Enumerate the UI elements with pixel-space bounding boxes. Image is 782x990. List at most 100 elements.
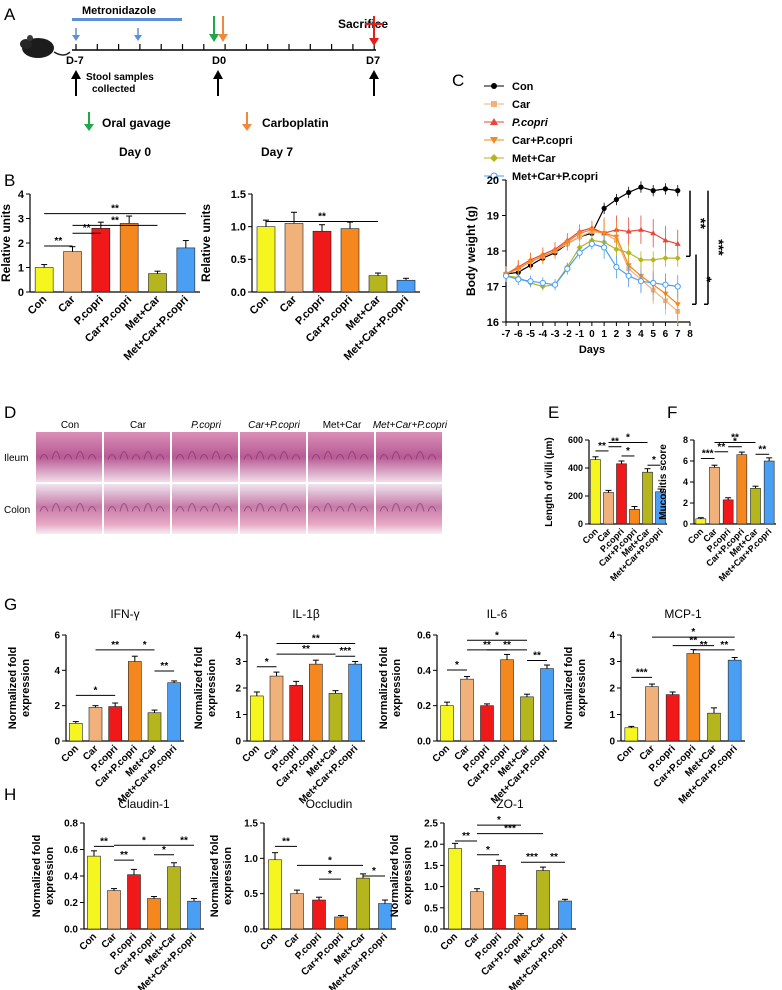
y-axis-label-line: Normalized fold (7, 647, 19, 730)
y-tick-label: 1.0 (244, 854, 258, 865)
histology-image (104, 484, 170, 534)
y-tick-label: 0 (683, 519, 688, 529)
y-tick-label: 4 (54, 666, 60, 677)
series-point (502, 272, 510, 279)
bar-0 (590, 459, 601, 525)
significance-mark: * (497, 815, 501, 826)
histology-texture (143, 503, 153, 512)
y-tick-label: 3 (235, 657, 241, 668)
svg-text:Car+P.copri: Car+P.copri (512, 135, 573, 147)
significance-mark: *** (504, 824, 516, 835)
histology-column-label: Met+Car+P.copri (373, 420, 448, 431)
y-tick-label: 4 (609, 631, 615, 642)
significance-mark: ** (717, 442, 725, 453)
histology-texture (323, 503, 333, 512)
chart-title: Claudin-1 (118, 797, 170, 811)
histology-image (376, 484, 442, 534)
sacrifice-label: Sacrifice (338, 17, 388, 31)
bar-4 (368, 275, 388, 293)
y-tick-label: 0.0 (424, 925, 438, 936)
legend-carboplatin-arrow-icon (242, 112, 252, 131)
histology-texture (311, 454, 321, 460)
significance-mark: ** (503, 640, 511, 651)
bar-0 (440, 705, 454, 742)
x-tick-label: 2 (614, 329, 620, 340)
significance-mark: * (328, 855, 332, 866)
histology-texture (311, 506, 321, 512)
x-tick-label: 3 (626, 329, 632, 340)
histology-texture (155, 454, 165, 460)
series-point (626, 189, 632, 196)
bar-1 (709, 466, 720, 525)
series-point (662, 186, 669, 192)
legend-item-car-pcopri: Car+P.copri (484, 135, 573, 147)
series-point (625, 228, 632, 234)
significance-mark: *** (339, 646, 351, 657)
bar-0 (69, 723, 83, 742)
bar-2 (312, 899, 326, 930)
series-point (527, 259, 534, 265)
series-point (552, 249, 559, 254)
timeline-axis (72, 44, 376, 51)
chart-body-weight: 16 17 18 19 20 -7 -6 -5 -4 -3 -2 -1 0 1 2 3 4 5 6 7 8 Days Bod… (464, 175, 727, 356)
histology-image (172, 484, 238, 534)
significance-mark: *** (526, 852, 538, 863)
series-point (613, 234, 620, 240)
y-axis-label: Normalized foldexpression (389, 835, 414, 918)
bar-4 (707, 712, 721, 742)
carboplatin-label: Carboplatin (262, 116, 329, 130)
histology-row-label: Colon (4, 505, 30, 516)
histology-texture (39, 454, 49, 460)
body-weight-legend: Con Car P.copri Car+P.copri Met+Car Met+… (484, 81, 598, 183)
significance-mark: ** (111, 215, 119, 226)
significance-mark: * (142, 835, 146, 846)
series-point (637, 226, 644, 232)
carboplatin-arrow-icon (218, 16, 228, 42)
bar-0 (624, 727, 639, 742)
svg-text:Met+Car+P.copri: Met+Car+P.copri (512, 171, 598, 183)
bar-0 (87, 855, 101, 930)
series-point (650, 230, 657, 236)
bar-0 (250, 695, 264, 742)
bar-3 (514, 915, 528, 930)
y-tick-label: 0 (18, 287, 24, 299)
histology-column-label: P.copri (191, 420, 222, 431)
significance-mark: ** (550, 852, 558, 863)
y-tick-label: 0 (54, 737, 60, 748)
bar-1 (107, 890, 121, 930)
panel-letter-f: F (667, 403, 677, 422)
significance-mark: * (265, 657, 269, 668)
x-tick-label: 0 (589, 329, 595, 340)
y-tick-label: 0.4 (417, 666, 431, 677)
histology-texture (391, 503, 401, 512)
bar-0 (448, 848, 462, 930)
y-axis-label: Normalized foldexpression (378, 647, 403, 730)
significance-mark: ** (282, 836, 290, 847)
histology-image (36, 484, 102, 534)
histology-column-label: Car (130, 420, 147, 431)
y-tick-label: 0.8 (64, 819, 78, 830)
category-label: Con (259, 931, 281, 953)
y-tick-label: 0.4 (64, 872, 78, 883)
y-axis-label-line: expression (20, 659, 32, 717)
d7-label: D7 (366, 55, 380, 67)
histology-texture (131, 506, 141, 512)
panel-letter-e: E (548, 403, 559, 422)
y-tick-label: 2 (54, 701, 60, 712)
y-tick-label: 0.2 (417, 701, 431, 712)
series-point (613, 263, 620, 271)
stool-arrow-icon (71, 70, 379, 96)
series-point (674, 240, 681, 246)
histology-texture (223, 506, 233, 512)
histology-texture (155, 506, 165, 512)
y-tick-label: 0.6 (64, 845, 78, 856)
y-tick-label: 1.0 (424, 882, 438, 893)
significance-mark: * (699, 277, 715, 283)
series-point (564, 240, 571, 246)
y-tick-label: 600 (568, 435, 583, 445)
histology-texture (335, 506, 345, 512)
series-point (662, 255, 669, 262)
